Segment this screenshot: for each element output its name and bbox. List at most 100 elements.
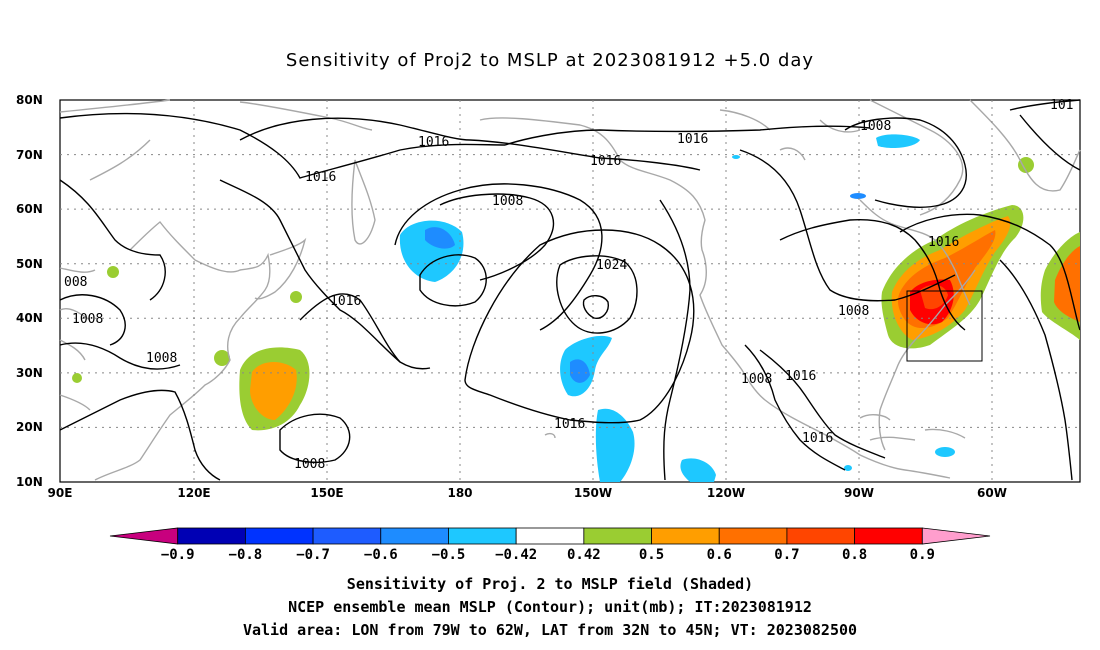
colorbar-tick-label: −0.7	[296, 547, 330, 563]
mslp-contours	[59, 99, 1081, 481]
colorbar-segment	[854, 527, 923, 545]
contour-south-asia	[59, 389, 221, 481]
contour-label: 1016	[554, 417, 585, 432]
caption-line-3: Valid area: LON from 79W to 62W, LAT fro…	[242, 621, 858, 639]
contour-1016-mid	[299, 293, 401, 363]
colorbar-tick-label: 0.8	[842, 547, 867, 563]
coast-japan	[254, 237, 307, 300]
contour-label: 1008	[860, 119, 891, 134]
contour-label: 1016	[677, 132, 708, 147]
shade-positive-small-5	[1018, 157, 1034, 173]
contour-1008-west	[59, 294, 181, 370]
lon-label: 120W	[707, 486, 745, 500]
colorbar-tick-label: −0.5	[432, 547, 466, 563]
contour-label: 1008	[294, 457, 325, 472]
contour-label: 1016	[418, 135, 449, 150]
valid-area-box	[906, 290, 983, 362]
shade-positive-small-3	[107, 266, 119, 278]
contour-label: 1008	[72, 312, 103, 327]
colorbar-tick-label: 0.7	[774, 547, 799, 563]
shade-positive-small-1	[214, 350, 230, 366]
colorbar-segment	[312, 527, 382, 545]
contour-1008-hudson	[844, 117, 967, 208]
coast-hudson	[859, 199, 971, 306]
shade-negative-hudson	[876, 134, 920, 148]
contour-label: 101	[1050, 98, 1073, 113]
lat-label: 80N	[16, 93, 43, 107]
coast-greenland	[969, 99, 1081, 192]
shade-positive-westpac-core	[250, 362, 297, 420]
colorbar-segment	[515, 527, 585, 545]
contour-east-pacific	[659, 199, 691, 481]
shade-negative-small-3	[732, 155, 740, 159]
colorbar-tick-label: 0.42	[567, 547, 601, 563]
contour-label-group: 1016 1016 1016 1016 1008 1008 1024 1016 …	[64, 98, 1073, 472]
contour-label: 1016	[802, 431, 833, 446]
coast-kamchatka	[351, 159, 376, 245]
coastlines	[59, 99, 1081, 481]
contour-1016-arctic	[239, 117, 701, 171]
lat-axis-labels: 80N 70N 60N 50N 40N 30N 20N 10N	[16, 93, 43, 489]
plot-title: Sensitivity of Proj2 to MSLP at 20230819…	[285, 50, 815, 71]
colorbar-segment	[718, 527, 788, 545]
contour-1008-north	[439, 193, 555, 281]
lon-label: 90E	[48, 486, 73, 500]
contour-1008-us	[744, 344, 846, 471]
contour-1008-na	[739, 149, 956, 302]
contour-label: 1016	[330, 294, 361, 309]
contour-1024-high	[556, 255, 638, 334]
lat-lon-grid	[60, 100, 1080, 482]
lat-label: 70N	[16, 148, 43, 162]
colorbar-segment	[786, 527, 856, 545]
shade-negative-small-4	[844, 465, 852, 471]
coast-alaska	[479, 117, 951, 479]
contour-1016-loop	[394, 183, 603, 331]
contour-label: 1008	[492, 194, 523, 209]
shade-negative-east-1	[680, 458, 716, 482]
lat-label: 60N	[16, 202, 43, 216]
shade-negative-north-core	[425, 227, 455, 249]
contour-label: 008	[64, 275, 87, 290]
colorbar-tick-label: 0.6	[707, 547, 732, 563]
caption-line-1: Sensitivity of Proj. 2 to MSLP field (Sh…	[346, 575, 754, 593]
shade-positive-small-4	[72, 373, 82, 383]
caption-line-2: NCEP ensemble mean MSLP (Contour); unit(…	[288, 598, 812, 616]
contour-far-east	[999, 99, 1081, 481]
colorbar-segment	[448, 527, 517, 545]
colorbar-tick-label: −0.8	[229, 547, 263, 563]
shade-negative-mid-core	[570, 359, 590, 383]
colorbar-tick-label: 0.5	[639, 547, 664, 563]
coast-caribbean	[859, 413, 966, 441]
colorbar-tick-label: −0.6	[364, 547, 398, 563]
shade-negative-small-2	[935, 447, 955, 457]
contour-1016-atlantic	[899, 213, 1081, 331]
lat-label: 20N	[16, 420, 43, 434]
colorbar-tick-label: 0.9	[910, 547, 935, 563]
colorbar-segment	[583, 527, 652, 545]
lon-label: 150W	[574, 486, 612, 500]
contour-1008-low	[419, 254, 487, 307]
colorbar-tick-label: −0.42	[495, 547, 537, 563]
contour-label: 1008	[838, 304, 869, 319]
lon-label: 120E	[177, 486, 210, 500]
colorbar-segment	[177, 527, 246, 545]
coast-us-east	[878, 269, 976, 451]
lon-label: 90W	[844, 486, 874, 500]
contour-1024-core	[582, 295, 609, 319]
contour-1008-south	[279, 413, 351, 463]
shade-negative-south	[595, 408, 635, 482]
contour-1016-us	[779, 218, 966, 331]
contour-label: 1016	[305, 170, 336, 185]
colorbar-segment	[244, 527, 314, 545]
contour-1016-asia	[59, 179, 431, 370]
lon-label: 180	[447, 486, 472, 500]
contour-label: 1016	[785, 369, 816, 384]
contour-label: 1008	[146, 351, 177, 366]
colorbar-tick-label: −0.9	[161, 547, 195, 563]
contour-label: 1024	[596, 258, 627, 273]
lon-label: 60W	[977, 486, 1007, 500]
contour-1016-north	[59, 112, 871, 179]
contour-label: 1016	[590, 154, 621, 169]
coast-hawaii	[544, 432, 556, 439]
